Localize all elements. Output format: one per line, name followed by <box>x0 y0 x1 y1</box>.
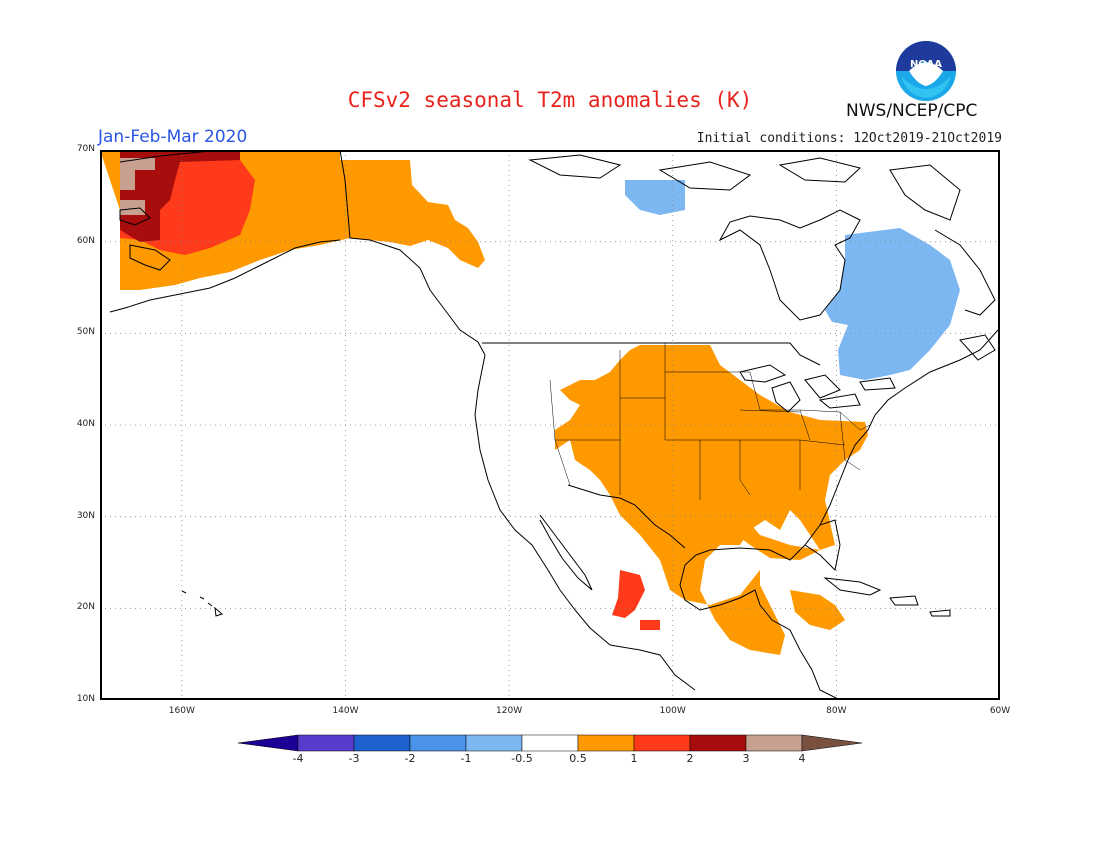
colorbar-bin <box>689 734 747 752</box>
lon-tick-label: 100W <box>659 706 686 716</box>
colorbar-label: -1 <box>460 752 472 765</box>
colorbar-bin <box>465 734 523 752</box>
colorbar-label: 1 <box>630 752 638 765</box>
lat-tick-label: 60N <box>76 235 95 246</box>
figure-title: CFSv2 seasonal T2m anomalies (K) <box>347 88 753 112</box>
lat-tick-label: 20N <box>76 602 95 613</box>
colorbar-bin <box>409 734 467 752</box>
logo-text: NOAA <box>910 59 942 70</box>
hot-anomaly-southwest-mexico <box>640 620 660 630</box>
colorbar-bin <box>353 734 411 752</box>
noaa-logo-icon: NOAA <box>896 41 956 101</box>
colorbar-label: -3 <box>348 752 360 765</box>
lon-tick-label: 140W <box>332 706 359 716</box>
warm-anomaly-gulf-coast <box>700 495 820 560</box>
colorbar-min-arrow <box>238 734 299 752</box>
colorbar <box>238 734 862 752</box>
coastlines <box>109 150 999 700</box>
colorbar-bin <box>577 734 635 752</box>
agency-label: NWS/NCEP/CPC <box>846 101 978 121</box>
cool-anomaly-quebec <box>825 228 960 380</box>
colorbar-label: 4 <box>798 752 806 765</box>
anomaly-map <box>100 150 1000 700</box>
lat-tick-label: 30N <box>76 510 95 521</box>
very-hot-anomaly-bering <box>120 150 240 242</box>
lat-tick-label: 50N <box>76 327 95 338</box>
lat-tick-label: 40N <box>76 419 95 429</box>
initial-conditions: Initial conditions: 12Oct2019-21Oct2019 <box>696 131 1002 146</box>
hot-anomaly-west-mexico <box>612 570 645 618</box>
graticule <box>100 150 1000 700</box>
colorbar-bin <box>297 734 355 752</box>
lat-tick-label: 70N <box>76 144 95 154</box>
colorbar-bin <box>521 734 579 752</box>
colorbar-bin <box>745 734 803 752</box>
colorbar-max-arrow <box>801 734 862 752</box>
colorbar-label: -4 <box>292 752 304 765</box>
state-borders <box>549 343 871 500</box>
warm-anomaly-central-america <box>790 590 845 630</box>
lat-tick-label: 10N <box>76 694 95 704</box>
cool-anomaly-nunavut <box>625 180 685 215</box>
extreme-anomaly-chukotka <box>120 158 155 190</box>
colorbar-label: -0.5 <box>511 752 533 765</box>
lon-tick-label: 80W <box>826 706 847 716</box>
colorbar-label: 3 <box>742 752 750 765</box>
anomaly-shading <box>100 150 960 655</box>
lon-tick-label: 160W <box>168 706 195 716</box>
colorbar-label: 0.5 <box>569 752 587 765</box>
colorbar-label: -2 <box>404 752 416 765</box>
map-frame <box>100 150 1000 700</box>
forecast-period: Jan-Feb-Mar 2020 <box>98 127 248 147</box>
extreme-anomaly-seward <box>120 200 145 215</box>
colorbar-label: 2 <box>686 752 694 765</box>
lon-tick-label: 60W <box>989 706 1011 716</box>
lon-tick-label: 120W <box>496 706 523 716</box>
colorbar-bin <box>633 734 691 752</box>
